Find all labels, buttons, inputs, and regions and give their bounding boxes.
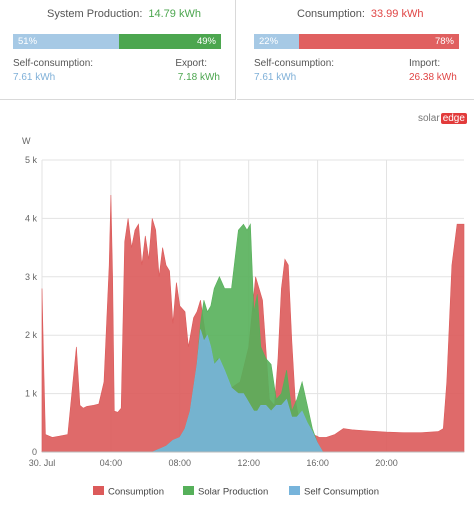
export-label: Export: [175,58,207,69]
chart-areas [41,194,465,453]
chart-legend: Consumption Solar Production Self Consumpt… [93,486,379,498]
x-tick-label: 12:00 [237,458,260,468]
consumption-value: 33.99 kWh [370,8,424,20]
series-area-self-consumption [152,329,324,453]
legend-label: Self Consumption [304,487,379,498]
legend-swatch [289,486,300,495]
production-label: System Production: [47,8,143,20]
import-label: Import: [409,58,441,69]
x-tick-label: 20:00 [375,458,398,468]
production-header: System Production: 14.79 kWh [47,8,201,20]
y-tick-label: 3 k [25,272,38,282]
import-value: 26.38 kWh [409,72,457,83]
legend-swatch [183,486,194,495]
export-bar-segment: 49% [119,34,221,49]
legend-swatch [93,486,104,495]
export-value: 7.18 kWh [177,72,220,83]
production-self-consumption-label: Self-consumption: [13,58,94,69]
consumption-bar: 22% 78% [254,34,459,49]
production-value: 14.79 kWh [148,8,201,20]
y-tick-label: 0 [32,447,37,457]
production-panel: System Production: 14.79 kWh 51% 49% Self… [0,0,236,100]
import-bar-segment: 78% [299,34,459,49]
self-consumption-share-segment: 22% [254,34,300,49]
x-tick-label: 16:00 [306,458,329,468]
consumption-self-consumption-label: Self-consumption: [254,58,335,69]
x-tick-label: 08:00 [169,458,192,468]
x-tick-label: 30. Jul [29,458,56,468]
y-tick-label: 4 k [25,213,38,223]
solaredge-logo: solar edge [418,113,467,124]
y-tick-label: 1 k [25,389,38,399]
power-chart: 0 1 k 2 k 3 k 4 k 5 k 30. Jul 04:00 08:00 12:00 16… [22,136,465,498]
consumption-header: Consumption: 33.99 kWh [297,8,423,20]
legend-label: Consumption [108,487,164,498]
legend-label: Solar Production [198,487,268,498]
self-consumption-bar-segment: 51% [13,34,120,49]
x-tick-label: 04:00 [100,458,123,468]
y-tick-label: 5 k [25,155,38,165]
logo-box: edge [440,113,467,124]
y-axis-label: W [22,136,31,146]
consumption-panel: Consumption: 33.99 kWh 22% 78% Self-consu… [237,0,474,100]
production-self-consumption-value: 7.61 kWh [13,72,56,83]
chart-axes: 0 1 k 2 k 3 k 4 k 5 k 30. Jul 04:00 08:00 12:00 16… [22,136,464,468]
consumption-self-consumption-value: 7.61 kWh [254,72,297,83]
production-bar: 51% 49% [13,34,221,49]
consumption-label: Consumption: [297,8,365,20]
logo-word: solar [418,113,440,124]
y-tick-label: 2 k [25,330,38,340]
